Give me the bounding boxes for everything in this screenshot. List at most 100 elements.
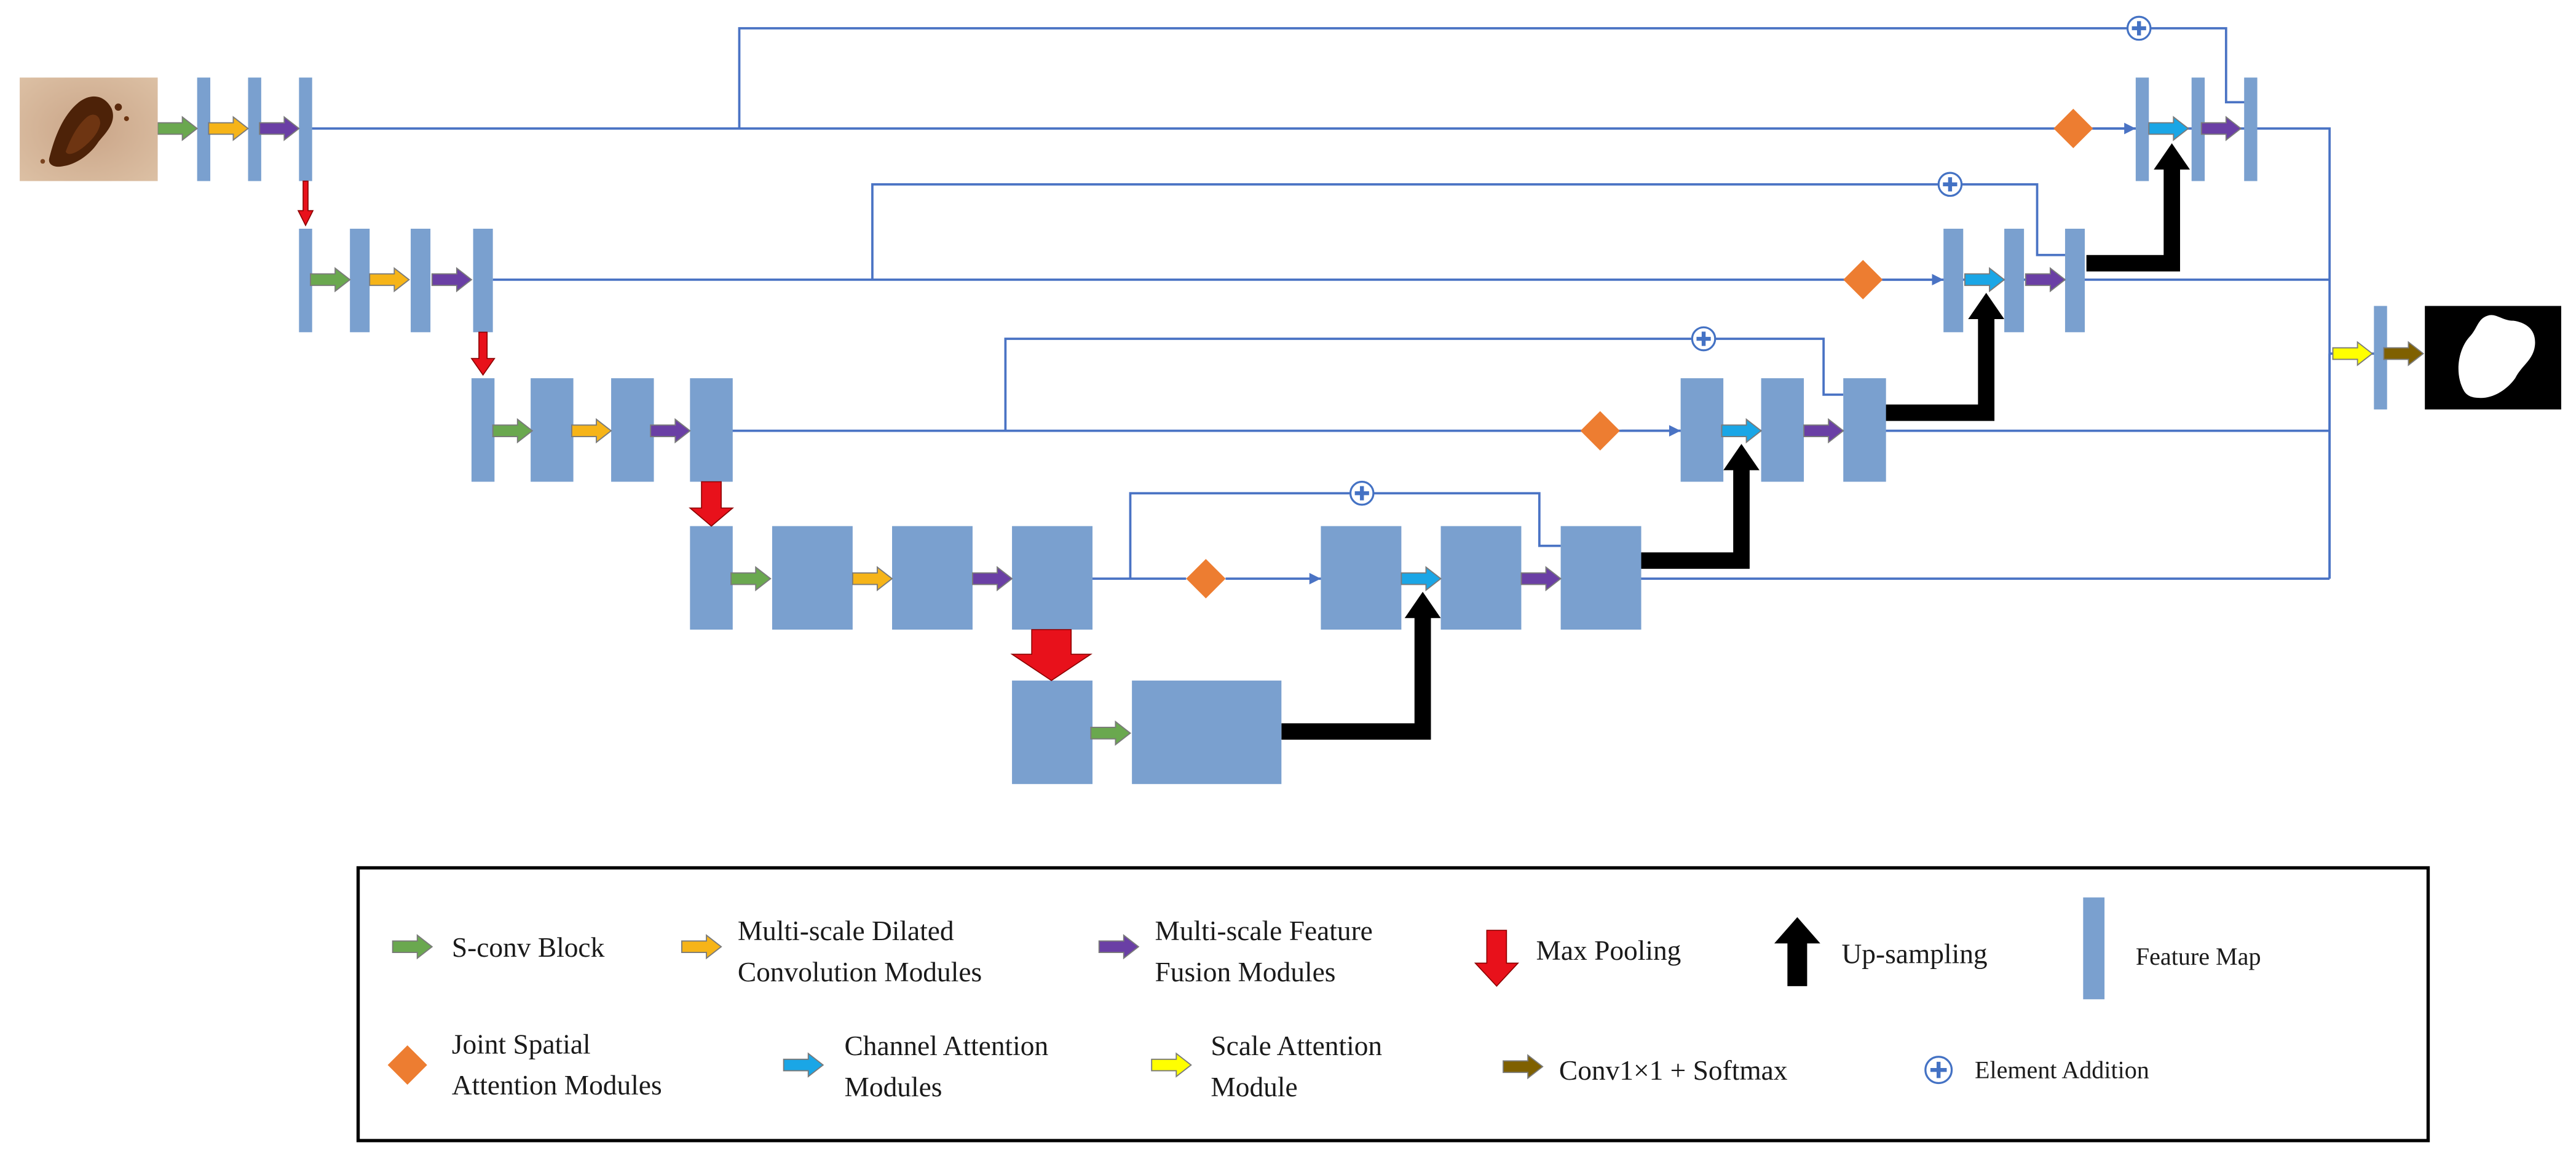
s-conv-block-arrow bbox=[310, 267, 351, 293]
upsampling-arrowhead bbox=[1968, 293, 2005, 319]
feature-fusion-module-arrow bbox=[2025, 267, 2066, 293]
legend-channel-attention-icon bbox=[783, 1052, 824, 1078]
feature-fusion-module-arrow bbox=[2200, 116, 2242, 141]
connection-line bbox=[738, 27, 2251, 129]
joint-spatial-attention-diamond bbox=[2053, 108, 2093, 149]
line-arrowhead bbox=[1669, 425, 1681, 437]
channel-attention-module-arrow bbox=[1964, 267, 2005, 293]
legend-label-conv-softmax: Conv1×1 + Softmax bbox=[1559, 1055, 1788, 1086]
upsampling-connections bbox=[1281, 143, 2191, 740]
max-pooling-arrow bbox=[1010, 629, 1092, 681]
legend-label-up-sampling: Up-sampling bbox=[1842, 938, 1988, 969]
feature-fusion-module-arrow bbox=[1520, 566, 1562, 591]
upsampling-arrowhead bbox=[1404, 591, 1441, 619]
legend-label-channel-attention: Channel Attention Modules bbox=[845, 1030, 1056, 1102]
connection-line bbox=[309, 127, 2331, 579]
legend-label-feature-map: Feature Map bbox=[2136, 943, 2261, 970]
joint-spatial-attention-diamond bbox=[1186, 559, 1226, 599]
feature-map bbox=[2004, 228, 2025, 333]
legend-dilated-conv-icon bbox=[681, 934, 722, 960]
feature-map bbox=[411, 228, 431, 333]
legend-label-dilated-conv: Multi-scale Dilated Convolution Modules bbox=[738, 916, 982, 987]
feature-fusion-module-arrow bbox=[1803, 418, 1844, 444]
dilated-conv-module-arrow bbox=[571, 418, 612, 444]
joint-spatial-attention-diamond bbox=[1843, 259, 1883, 299]
element-addition-icon bbox=[2126, 15, 2152, 41]
legend-scale-attention-icon bbox=[1151, 1052, 1192, 1078]
feature-map bbox=[690, 526, 733, 630]
channel-attention-module-arrow bbox=[1721, 418, 1763, 444]
feature-map bbox=[2064, 228, 2085, 333]
feature-map bbox=[2191, 77, 2205, 181]
connection-lines bbox=[309, 27, 2379, 585]
element-addition-cross bbox=[2132, 21, 2146, 36]
element-addition-cross bbox=[1354, 486, 1369, 500]
dilated-conv-module-arrow bbox=[369, 267, 410, 293]
feature-map bbox=[350, 228, 370, 333]
feature-map bbox=[1843, 378, 1886, 482]
feature-map bbox=[1943, 228, 1964, 333]
feature-map bbox=[197, 77, 211, 181]
feature-map bbox=[299, 77, 312, 181]
feature-map bbox=[690, 378, 733, 482]
feature-map bbox=[1440, 526, 1522, 630]
feature-map bbox=[611, 378, 654, 482]
element-addition-cross bbox=[1696, 331, 1711, 346]
feature-maps bbox=[197, 77, 2387, 785]
feature-map bbox=[1012, 680, 1093, 785]
upsampling-path bbox=[1281, 611, 1431, 740]
feature-fusion-module-arrow bbox=[650, 418, 691, 444]
upsampling-path bbox=[1884, 312, 1995, 421]
feature-map bbox=[1132, 680, 1282, 785]
dilated-conv-module-arrow bbox=[851, 566, 893, 591]
feature-fusion-module-arrow bbox=[259, 116, 300, 141]
feature-map bbox=[248, 77, 261, 181]
element-addition-cross bbox=[1930, 1061, 1947, 1078]
scale-attention-module-arrow bbox=[2332, 341, 2374, 366]
legend-feature-map-icon bbox=[2083, 897, 2105, 1000]
element-addition-icon bbox=[1937, 172, 1963, 197]
legend-label-element-addition: Element Addition bbox=[1975, 1056, 2149, 1084]
module-arrows bbox=[157, 15, 2425, 746]
feature-map bbox=[2244, 77, 2258, 181]
line-arrowhead bbox=[1309, 572, 1321, 585]
legend-icons bbox=[387, 897, 2105, 1085]
upsampling-path bbox=[2086, 163, 2181, 272]
max-pooling-arrow bbox=[297, 180, 314, 227]
legend-label-scale-attention: Scale Attention Module bbox=[1211, 1030, 1389, 1102]
legend-up-sampling-icon bbox=[1774, 917, 1820, 986]
s-conv-block-arrow bbox=[157, 116, 199, 141]
legend-label-feature-fusion: Multi-scale Feature Fusion Modules bbox=[1155, 916, 1380, 987]
feature-map bbox=[471, 378, 495, 482]
channel-attention-module-arrow bbox=[2148, 116, 2189, 141]
feature-map bbox=[892, 526, 973, 630]
legend-joint-spatial-attention-icon bbox=[387, 1045, 427, 1085]
feature-map bbox=[1680, 378, 1724, 482]
legend-s-conv-icon bbox=[392, 934, 433, 960]
upsampling-arrowhead bbox=[1723, 444, 1760, 470]
joint-spatial-attention-diamond bbox=[1580, 411, 1620, 451]
element-addition-icon bbox=[1691, 326, 1717, 352]
max-pooling-arrow bbox=[689, 481, 734, 527]
dilated-conv-module-arrow bbox=[208, 116, 250, 141]
feature-map bbox=[772, 526, 853, 630]
legend-element-addition-icon bbox=[1924, 1056, 1953, 1085]
legend-conv-softmax-icon bbox=[1503, 1054, 1544, 1080]
feature-map bbox=[1560, 526, 1642, 630]
input-image bbox=[20, 77, 158, 181]
legend-feature-fusion-icon bbox=[1098, 934, 1140, 960]
legend: S-conv Block Multi-scale Dilated Convolu… bbox=[356, 866, 2430, 1142]
connection-line bbox=[1129, 492, 1561, 579]
connection-line bbox=[1004, 338, 1844, 431]
connection-line bbox=[871, 183, 2065, 280]
legend-border bbox=[356, 866, 2430, 1142]
feature-map bbox=[2374, 306, 2387, 409]
feature-map bbox=[1012, 526, 1093, 630]
feature-map bbox=[299, 228, 312, 333]
legend-label-joint-spatial-attention: Joint Spatial Attention Modules bbox=[452, 1029, 662, 1101]
channel-attention-module-arrow bbox=[1401, 566, 1442, 591]
feature-fusion-module-arrow bbox=[431, 267, 473, 293]
line-arrowhead bbox=[1932, 274, 1944, 286]
s-conv-block-arrow bbox=[1090, 720, 1131, 746]
